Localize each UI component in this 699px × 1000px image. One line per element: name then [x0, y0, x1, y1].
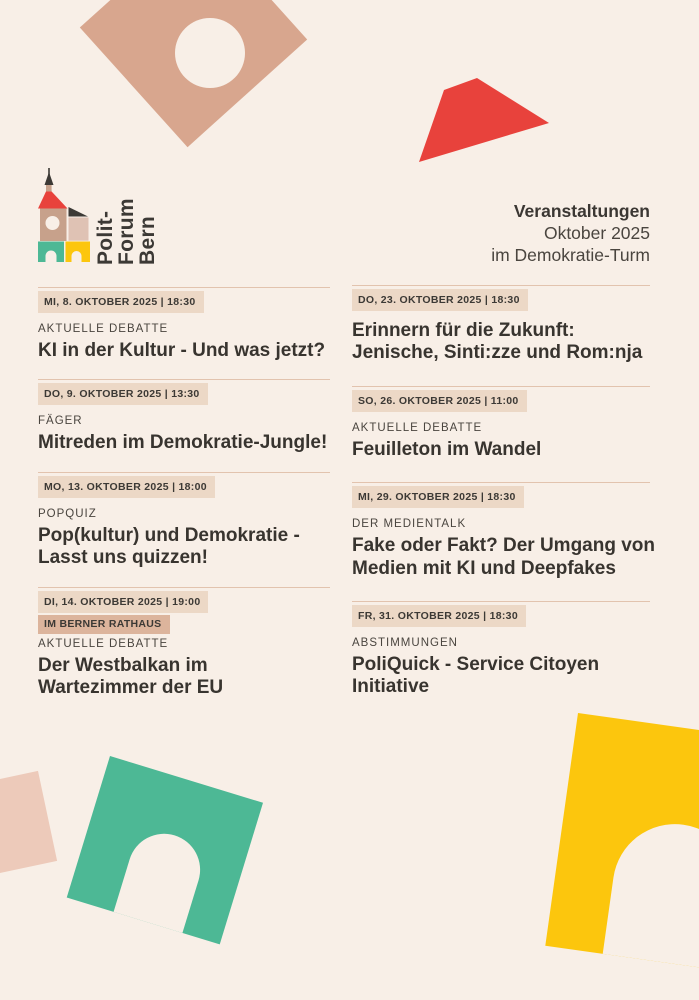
logo-line-2: Forum — [115, 198, 138, 265]
logo-line-1: Polit- — [94, 210, 117, 265]
event-card: DO, 23. OKTOBER 2025 | 18:30 Erinnern fü… — [352, 285, 650, 365]
event-category: AKTUELLE DEBATTE — [38, 637, 169, 650]
event-card: MI, 29. OKTOBER 2025 | 18:30 DER MEDIENT… — [352, 482, 655, 580]
polit-forum-tower-icon — [38, 168, 90, 262]
decor-yellow-arch-hole — [601, 816, 699, 969]
event-date-badge: MO, 13. OKTOBER 2025 | 18:00 — [38, 475, 215, 498]
logo-line-3: Bern — [136, 215, 159, 265]
decor-teal-arch-hole — [110, 824, 210, 942]
event-title: PoliQuick - Service Citoyen Initiative — [352, 654, 600, 698]
event-title: Feuilleton im Wandel — [352, 438, 542, 460]
event-category: FÄGER — [38, 415, 83, 428]
event-title: Fake oder Fakt? Der Umgang von Medien mi… — [352, 535, 656, 579]
event-card: FR, 31. OKTOBER 2025 | 18:30 ABSTIMMUNGE… — [352, 601, 650, 699]
event-title: Der Westbalkan im Wartezimmer der EU — [38, 654, 224, 699]
event-title: KI in der Kultur - Und was jetzt? — [38, 340, 326, 361]
event-date-badge: FR, 31. OKTOBER 2025 | 18:30 — [352, 605, 526, 628]
event-location-badge: IM BERNER RATHAUS — [38, 614, 170, 634]
event-category: POPQUIZ — [38, 507, 97, 520]
event-date-badge: DO, 9. OKTOBER 2025 | 13:30 — [38, 383, 208, 406]
event-category: AKTUELLE DEBATTE — [38, 323, 169, 335]
event-title: Mitreden im Demokratie-Jungle! — [38, 432, 328, 454]
logo-wordmark: Polit- Forum Bern — [94, 170, 160, 265]
event-date-badge: SO, 26. OKTOBER 2025 | 11:00 — [352, 389, 527, 412]
event-category: DER MEDIENTALK — [352, 518, 467, 531]
decor-pink-square — [0, 770, 58, 880]
event-date-badge: DO, 23. OKTOBER 2025 | 18:30 — [352, 289, 528, 311]
event-category: ABSTIMMUNGEN — [352, 637, 458, 650]
event-card: DO, 9. OKTOBER 2025 | 13:30 FÄGER Mitred… — [38, 379, 330, 454]
event-title: Pop(kultur) und Demokratie - Lasst uns q… — [38, 524, 300, 569]
event-list-right: DO, 23. OKTOBER 2025 | 18:30 Erinnern fü… — [352, 285, 655, 720]
event-card: MI, 8. OKTOBER 2025 | 18:30 AKTUELLE DEB… — [38, 287, 330, 362]
event-card: SO, 26. OKTOBER 2025 | 11:00 AKTUELLE DE… — [352, 385, 650, 461]
event-date-badge: MI, 29. OKTOBER 2025 | 18:30 — [352, 486, 524, 509]
decor-red-polygon — [419, 78, 549, 162]
events-month: Oktober 2025 — [543, 223, 650, 243]
event-date-badge: MI, 8. OKTOBER 2025 | 18:30 — [38, 291, 204, 313]
event-card: DI, 14. OKTOBER 2025 | 19:00 IM BERNER R… — [38, 586, 330, 700]
decor-yellow-arch — [545, 713, 699, 969]
event-title: Erinnern für die Zukunft: Jenische, Sint… — [352, 320, 643, 364]
event-list-left: MI, 8. OKTOBER 2025 | 18:30 AKTUELLE DEB… — [38, 287, 330, 716]
decor-teal-arch — [66, 756, 264, 945]
events-venue: im Demokratie-Turm — [491, 245, 650, 265]
event-date-badge: DI, 14. OKTOBER 2025 | 19:00 — [38, 590, 209, 613]
events-heading: Veranstaltungen — [513, 201, 650, 221]
event-card: MO, 13. OKTOBER 2025 | 18:00 POPQUIZ Pop… — [38, 471, 330, 570]
decor-square-circle-hole — [175, 18, 245, 88]
poster-header: Veranstaltungen Oktober 2025 im Demokrat… — [491, 200, 650, 266]
event-category: AKTUELLE DEBATTE — [352, 421, 483, 434]
